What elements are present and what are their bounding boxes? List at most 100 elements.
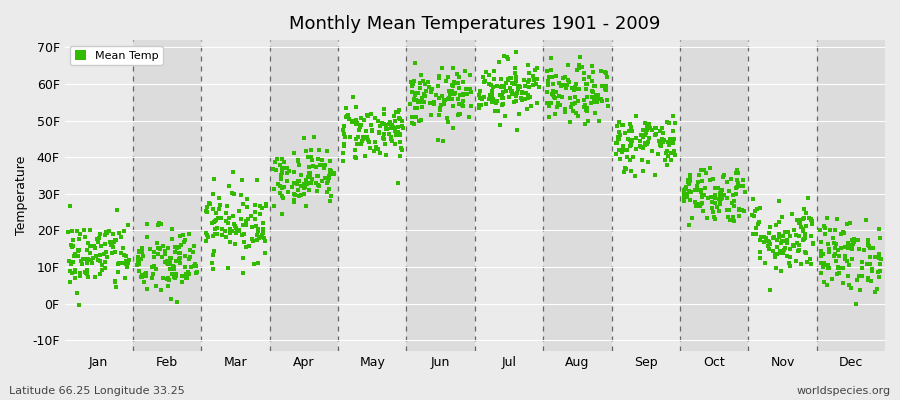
Mean Temp bbox=[131, 249, 146, 256]
Mean Temp bbox=[78, 270, 93, 276]
Mean Temp bbox=[256, 227, 271, 233]
Mean Temp bbox=[257, 249, 272, 256]
Mean Temp bbox=[598, 69, 613, 76]
Mean Temp bbox=[640, 123, 654, 130]
Mean Temp bbox=[688, 199, 703, 206]
Mean Temp bbox=[112, 230, 126, 236]
Mean Temp bbox=[496, 89, 510, 95]
Mean Temp bbox=[663, 157, 678, 163]
Mean Temp bbox=[254, 233, 268, 240]
Mean Temp bbox=[218, 227, 232, 234]
Mean Temp bbox=[797, 249, 812, 255]
Mean Temp bbox=[404, 114, 419, 120]
Mean Temp bbox=[213, 215, 228, 221]
Mean Temp bbox=[662, 142, 676, 148]
Mean Temp bbox=[273, 162, 287, 168]
Mean Temp bbox=[161, 282, 176, 289]
Y-axis label: Temperature: Temperature bbox=[15, 156, 28, 235]
Mean Temp bbox=[641, 139, 655, 145]
Mean Temp bbox=[544, 66, 558, 73]
Mean Temp bbox=[693, 188, 707, 195]
Mean Temp bbox=[753, 248, 768, 255]
Mean Temp bbox=[713, 190, 727, 196]
Mean Temp bbox=[185, 249, 200, 255]
Mean Temp bbox=[616, 122, 630, 128]
Mean Temp bbox=[248, 209, 263, 216]
Mean Temp bbox=[521, 84, 535, 90]
Mean Temp bbox=[152, 245, 166, 252]
Mean Temp bbox=[336, 127, 350, 134]
Mean Temp bbox=[235, 232, 249, 238]
Mean Temp bbox=[472, 94, 487, 101]
Mean Temp bbox=[652, 128, 667, 134]
Mean Temp bbox=[81, 256, 95, 262]
Mean Temp bbox=[530, 76, 544, 82]
Mean Temp bbox=[492, 122, 507, 128]
Mean Temp bbox=[507, 80, 521, 87]
Text: Latitude 66.25 Longitude 33.25: Latitude 66.25 Longitude 33.25 bbox=[9, 386, 184, 396]
Mean Temp bbox=[717, 192, 732, 198]
Mean Temp bbox=[160, 258, 175, 264]
Mean Temp bbox=[711, 196, 725, 202]
Mean Temp bbox=[212, 194, 226, 201]
Mean Temp bbox=[200, 232, 214, 239]
Mean Temp bbox=[140, 221, 154, 228]
Mean Temp bbox=[65, 270, 79, 277]
Mean Temp bbox=[392, 128, 406, 135]
Mean Temp bbox=[680, 192, 695, 199]
Mean Temp bbox=[677, 187, 691, 193]
Mean Temp bbox=[562, 119, 577, 126]
Mean Temp bbox=[310, 188, 325, 194]
Mean Temp bbox=[565, 100, 580, 107]
Mean Temp bbox=[520, 92, 535, 98]
Mean Temp bbox=[251, 226, 266, 233]
Mean Temp bbox=[432, 75, 446, 82]
Mean Temp bbox=[248, 216, 262, 222]
Mean Temp bbox=[624, 137, 638, 144]
Mean Temp bbox=[518, 83, 533, 90]
Mean Temp bbox=[104, 242, 119, 248]
Mean Temp bbox=[273, 190, 287, 196]
Mean Temp bbox=[648, 124, 662, 131]
Mean Temp bbox=[446, 65, 461, 71]
Mean Temp bbox=[798, 223, 813, 229]
Mean Temp bbox=[166, 262, 180, 269]
Mean Temp bbox=[151, 251, 166, 257]
Mean Temp bbox=[131, 260, 146, 266]
Mean Temp bbox=[796, 215, 811, 221]
Mean Temp bbox=[299, 148, 313, 154]
Mean Temp bbox=[551, 100, 565, 106]
Mean Temp bbox=[206, 252, 220, 259]
Mean Temp bbox=[860, 276, 875, 282]
Mean Temp bbox=[677, 198, 691, 204]
Mean Temp bbox=[80, 270, 94, 277]
Mean Temp bbox=[612, 134, 626, 140]
Mean Temp bbox=[822, 246, 836, 252]
Mean Temp bbox=[348, 121, 363, 128]
Mean Temp bbox=[287, 191, 302, 197]
Mean Temp bbox=[443, 89, 457, 95]
Mean Temp bbox=[237, 239, 251, 245]
Mean Temp bbox=[562, 95, 577, 101]
Mean Temp bbox=[526, 82, 540, 88]
Mean Temp bbox=[423, 100, 437, 106]
Mean Temp bbox=[634, 144, 648, 150]
Mean Temp bbox=[575, 64, 590, 71]
Mean Temp bbox=[510, 90, 525, 96]
Mean Temp bbox=[850, 276, 864, 283]
Mean Temp bbox=[508, 74, 523, 80]
Mean Temp bbox=[297, 191, 311, 198]
Mean Temp bbox=[392, 116, 407, 122]
Mean Temp bbox=[680, 179, 695, 186]
Mean Temp bbox=[114, 234, 129, 240]
Mean Temp bbox=[392, 109, 406, 116]
Mean Temp bbox=[497, 84, 511, 90]
Mean Temp bbox=[83, 243, 97, 249]
Mean Temp bbox=[555, 82, 570, 88]
Mean Temp bbox=[276, 183, 291, 190]
Mean Temp bbox=[520, 95, 535, 101]
Mean Temp bbox=[484, 82, 499, 88]
Mean Temp bbox=[725, 214, 740, 220]
Mean Temp bbox=[554, 83, 569, 90]
Mean Temp bbox=[286, 150, 301, 157]
